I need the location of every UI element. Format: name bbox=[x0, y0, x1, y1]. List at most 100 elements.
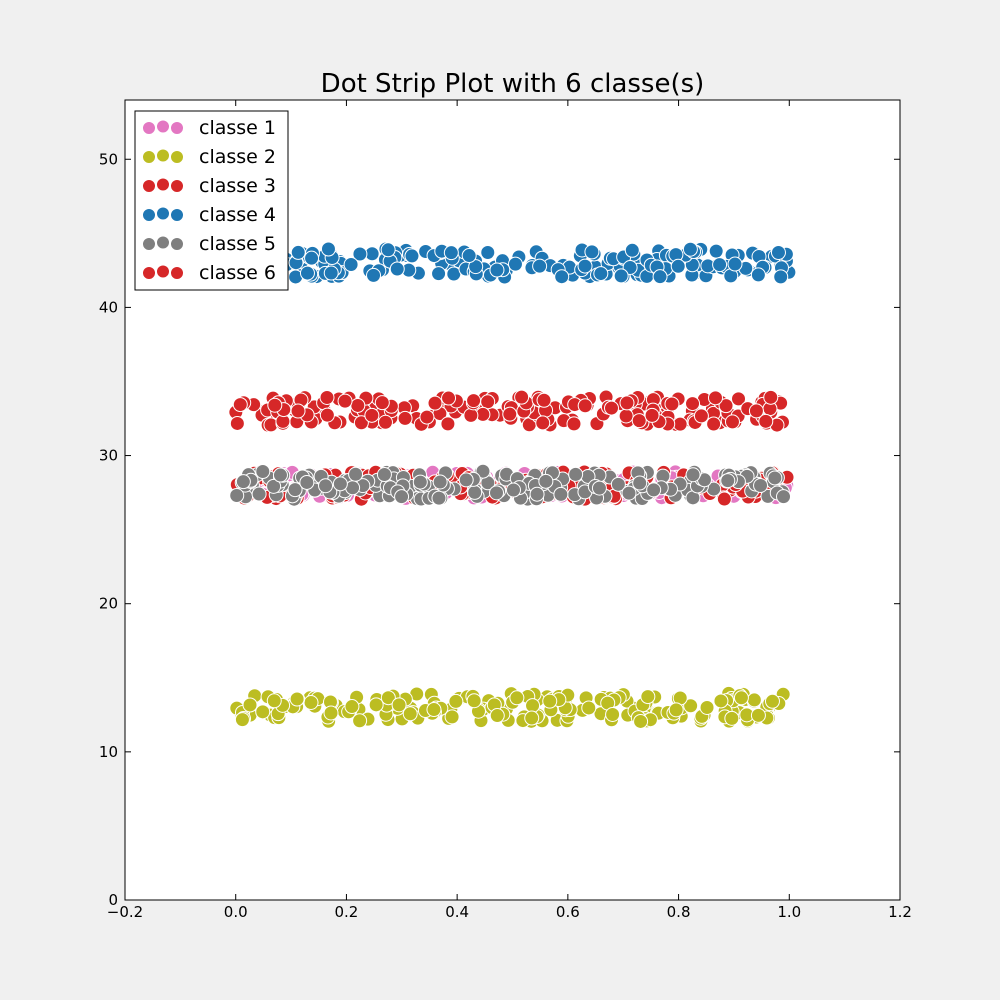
legend-marker bbox=[156, 235, 170, 250]
plot-frame bbox=[124, 99, 901, 901]
data-point bbox=[304, 250, 320, 266]
y-tick-label: 10 bbox=[99, 743, 118, 761]
data-point bbox=[525, 698, 541, 714]
data-point bbox=[733, 690, 749, 706]
data-point bbox=[444, 709, 460, 725]
data-point bbox=[746, 692, 762, 708]
data-point bbox=[763, 389, 779, 405]
legend-item: classe 2 bbox=[142, 146, 276, 168]
data-point bbox=[267, 397, 283, 413]
data-point bbox=[290, 403, 306, 419]
data-point bbox=[554, 269, 570, 285]
data-point bbox=[290, 244, 306, 260]
data-point bbox=[337, 393, 353, 409]
legend-item: classe 1 bbox=[142, 117, 276, 139]
data-point bbox=[682, 241, 698, 257]
data-point bbox=[389, 261, 405, 277]
data-point bbox=[303, 694, 319, 710]
data-point bbox=[619, 395, 635, 411]
data-point bbox=[251, 486, 267, 502]
data-point bbox=[584, 244, 600, 260]
data-point bbox=[374, 395, 390, 411]
data-point bbox=[489, 485, 505, 501]
data-point bbox=[538, 473, 554, 489]
chart-title: Dot Strip Plot with 6 classe(s) bbox=[321, 69, 705, 99]
data-point bbox=[266, 478, 282, 494]
legend-item: classe 6 bbox=[142, 262, 276, 284]
data-point bbox=[377, 414, 393, 430]
data-point bbox=[318, 478, 334, 494]
data-point bbox=[431, 490, 447, 506]
legend-marker bbox=[142, 179, 156, 193]
data-point bbox=[380, 242, 396, 258]
data-point bbox=[693, 408, 709, 424]
data-point bbox=[773, 269, 789, 285]
y-tick-label: 40 bbox=[99, 298, 118, 316]
data-point bbox=[366, 267, 382, 283]
data-point bbox=[624, 242, 640, 258]
data-point bbox=[463, 407, 479, 423]
data-point bbox=[524, 710, 540, 726]
data-point bbox=[368, 697, 384, 713]
legend-marker bbox=[170, 150, 184, 164]
data-point bbox=[716, 491, 732, 507]
data-point bbox=[593, 266, 609, 282]
data-point bbox=[353, 415, 369, 431]
data-point bbox=[232, 397, 248, 413]
data-point bbox=[229, 488, 245, 504]
data-point bbox=[685, 467, 701, 483]
data-point bbox=[344, 699, 360, 715]
data-point bbox=[652, 269, 668, 285]
data-point bbox=[718, 398, 734, 414]
x-tick-label: 0.6 bbox=[556, 903, 580, 921]
data-point bbox=[364, 407, 380, 423]
data-point bbox=[489, 262, 505, 278]
data-point bbox=[489, 708, 505, 724]
legend-marker bbox=[170, 121, 184, 135]
data-point bbox=[529, 486, 545, 502]
data-point bbox=[670, 258, 686, 274]
data-point bbox=[613, 268, 629, 284]
data-point bbox=[731, 391, 747, 407]
data-point bbox=[287, 482, 303, 498]
legend-marker bbox=[156, 177, 170, 192]
data-point bbox=[610, 476, 626, 492]
data-point bbox=[266, 693, 282, 709]
data-point bbox=[320, 241, 336, 257]
legend-marker bbox=[170, 266, 184, 280]
data-point bbox=[289, 691, 305, 707]
data-point bbox=[605, 706, 621, 722]
data-point bbox=[683, 698, 699, 714]
data-point bbox=[568, 466, 584, 482]
legend-label: classe 3 bbox=[199, 175, 276, 197]
x-tick-label: 0.8 bbox=[667, 903, 691, 921]
data-point bbox=[507, 256, 523, 272]
data-point bbox=[750, 267, 766, 283]
data-point bbox=[319, 407, 335, 423]
data-point bbox=[502, 406, 518, 422]
data-point bbox=[633, 713, 649, 729]
data-point bbox=[441, 390, 457, 406]
legend-item: classe 3 bbox=[142, 175, 276, 197]
data-point bbox=[566, 416, 582, 432]
data-point bbox=[299, 265, 315, 281]
legend-marker bbox=[142, 150, 156, 164]
legend-label: classe 1 bbox=[199, 117, 276, 139]
data-point bbox=[352, 246, 368, 262]
data-point bbox=[348, 466, 364, 482]
data-point bbox=[404, 248, 420, 264]
data-point bbox=[468, 259, 484, 275]
data-point bbox=[646, 482, 662, 498]
series-2 bbox=[229, 685, 791, 729]
data-point bbox=[272, 467, 288, 483]
data-point bbox=[632, 475, 648, 491]
x-tick-label: 0.4 bbox=[445, 903, 469, 921]
data-point bbox=[419, 409, 435, 425]
data-point bbox=[591, 480, 607, 496]
series-5 bbox=[229, 463, 792, 507]
x-tick-label: −0.2 bbox=[107, 903, 143, 921]
data-point bbox=[466, 693, 482, 709]
data-point bbox=[376, 467, 392, 483]
legend-item: classe 5 bbox=[142, 233, 276, 255]
